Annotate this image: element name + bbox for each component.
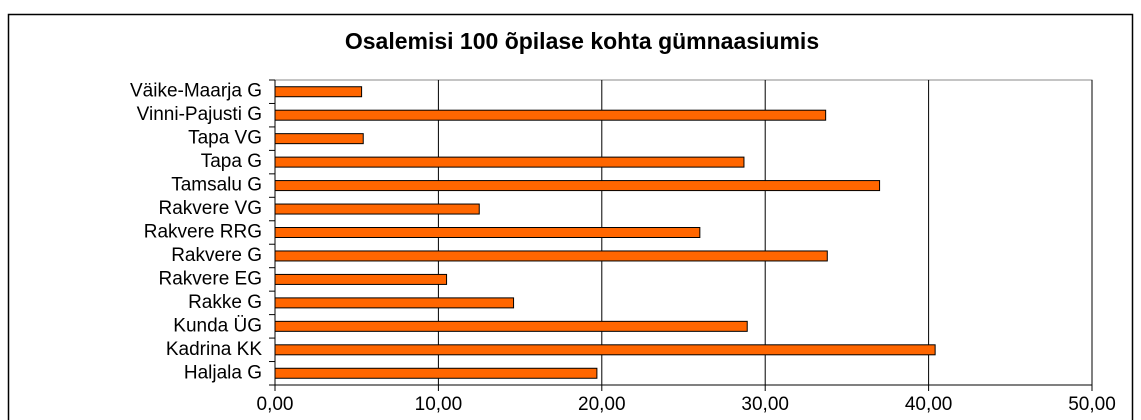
x-tick-label: 10,00 xyxy=(415,394,463,415)
y-tick-label: Tapa VG xyxy=(188,128,262,149)
bar xyxy=(274,297,515,309)
bar xyxy=(274,344,936,356)
bar xyxy=(274,273,448,285)
y-tick-label: Tamsalu G xyxy=(171,175,262,196)
bar xyxy=(274,86,363,98)
bar xyxy=(274,250,828,262)
y-tick-label: Rakvere G xyxy=(171,245,262,266)
y-tick-label: Kadrina KK xyxy=(166,339,262,360)
bar xyxy=(274,109,827,121)
bar xyxy=(274,156,745,168)
bar xyxy=(274,320,748,332)
y-tick-label: Tapa G xyxy=(201,151,262,172)
bar xyxy=(274,133,364,145)
x-tick-label: 0,00 xyxy=(257,394,294,415)
chart-title: Osalemisi 100 õpilase kohta gümnaasiumis xyxy=(345,28,819,54)
bar xyxy=(274,180,881,192)
y-tick-label: Haljala G xyxy=(184,362,262,383)
y-tick-label: Vinni-Pajusti G xyxy=(137,104,262,125)
x-tick-label: 20,00 xyxy=(578,394,626,415)
x-tick-label: 50,00 xyxy=(1068,394,1116,415)
bar xyxy=(274,367,598,379)
bar xyxy=(274,203,480,215)
y-tick-label: Rakvere EG xyxy=(159,268,262,289)
y-tick-label: Rakvere RRG xyxy=(144,222,262,243)
bar xyxy=(274,227,701,238)
y-tick-label: Rakvere VG xyxy=(159,198,262,219)
y-tick-label: Kunda ÜG xyxy=(173,315,262,336)
y-tick-label: Väike-Maarja G xyxy=(130,81,262,102)
x-tick-label: 30,00 xyxy=(741,394,789,415)
x-tick-label: 40,00 xyxy=(905,394,953,415)
y-tick-label: Rakke G xyxy=(188,292,262,313)
